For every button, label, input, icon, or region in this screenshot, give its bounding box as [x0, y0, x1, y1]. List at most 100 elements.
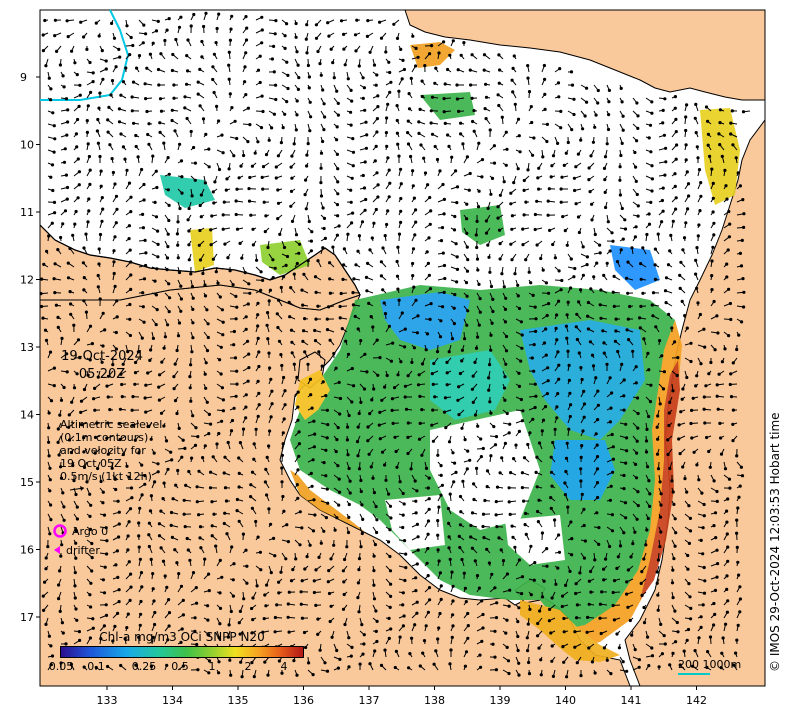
velocity-arrowhead [244, 405, 248, 409]
velocity-arrowhead [212, 201, 216, 205]
velocity-arrowhead [203, 283, 207, 287]
velocity-arrowhead [594, 113, 598, 117]
velocity-arrowhead [100, 49, 104, 53]
velocity-arrowhead [212, 512, 216, 516]
velocity-arrowhead [264, 214, 268, 218]
velocity-arrowhead [273, 630, 277, 634]
velocity-arrowhead [99, 637, 103, 641]
velocity-arrowhead [385, 373, 389, 378]
velocity-arrowhead [314, 568, 318, 572]
velocity-arrowhead [547, 187, 551, 191]
velocity-arrowhead [248, 291, 252, 295]
velocity-arrowhead [303, 317, 307, 321]
velocity-arrowhead [96, 273, 100, 278]
velocity-arrowhead [494, 616, 499, 620]
velocity-arrowhead [97, 247, 101, 251]
velocity-arrowhead [685, 490, 689, 494]
velocity-arrowhead [478, 310, 482, 314]
velocity-arrowhead [357, 610, 361, 614]
velocity-arrowhead [256, 313, 260, 317]
velocity-arrowhead [44, 556, 48, 560]
velocity-arrowhead [98, 154, 102, 159]
velocity-arrowhead [253, 151, 257, 155]
velocity-arrowhead [555, 416, 559, 420]
velocity-arrowhead [626, 317, 630, 321]
velocity-arrowhead [634, 365, 638, 369]
velocity-arrowhead [563, 229, 567, 233]
velocity-arrowhead [351, 137, 355, 141]
velocity-arrowhead [129, 260, 133, 264]
velocity-arrowhead [115, 207, 119, 211]
velocity-arrowhead [596, 403, 601, 407]
velocity-arrowhead [368, 248, 372, 252]
velocity-arrowhead [681, 387, 685, 391]
velocity-arrowhead [480, 599, 484, 603]
velocity-arrowhead [82, 436, 86, 440]
velocity-arrowhead [464, 281, 469, 285]
velocity-arrowhead [383, 312, 388, 316]
velocity-arrowhead [301, 303, 305, 307]
velocity-arrowhead [426, 532, 430, 536]
velocity-arrowhead [488, 128, 492, 132]
velocity-arrowhead [70, 400, 74, 404]
velocity-arrowhead [166, 156, 170, 160]
velocity-arrowhead [139, 612, 143, 616]
velocity-arrowhead [447, 546, 451, 550]
velocity-arrowhead [101, 207, 105, 211]
velocity-arrowhead [82, 288, 86, 292]
velocity-arrowhead [187, 243, 191, 247]
velocity-arrowhead [76, 117, 80, 122]
velocity-arrowhead [287, 590, 291, 594]
velocity-arrowhead [442, 40, 446, 44]
velocity-arrowhead [170, 118, 174, 123]
velocity-arrowhead [525, 636, 529, 640]
velocity-arrowhead [582, 556, 587, 560]
velocity-arrowhead [223, 511, 227, 515]
velocity-arrowhead [111, 170, 116, 175]
velocity-arrowhead [170, 68, 174, 73]
velocity-arrowhead [226, 635, 230, 639]
velocity-arrowhead [282, 275, 286, 279]
velocity-arrowhead [229, 609, 233, 614]
velocity-arrowhead [676, 630, 680, 634]
velocity-arrowhead [401, 58, 405, 63]
velocity-arrowhead [53, 18, 58, 22]
velocity-arrowhead [320, 364, 324, 368]
velocity-arrowhead [439, 319, 443, 323]
velocity-arrowhead [437, 626, 441, 630]
velocity-arrowhead [608, 249, 612, 253]
velocity-arrowhead [229, 27, 233, 31]
velocity-arrowhead [648, 492, 652, 496]
velocity-arrowhead [296, 63, 300, 67]
velocity-arrowhead [261, 278, 265, 282]
velocity-arrowhead [519, 397, 524, 402]
velocity-arrowhead [576, 215, 581, 219]
velocity-arrowhead [235, 369, 239, 373]
velocity-arrowhead [570, 128, 574, 132]
velocity-arrowhead [88, 60, 92, 65]
velocity-arrowhead [680, 299, 684, 303]
velocity-arrowhead [487, 388, 491, 392]
velocity-arrowhead [427, 586, 432, 590]
velocity-arrowhead [639, 277, 643, 281]
velocity-arrowhead [324, 448, 328, 452]
velocity-arrowhead [610, 513, 615, 517]
velocity-arrowhead [711, 181, 715, 185]
velocity-arrowhead [245, 26, 249, 30]
velocity-arrowhead [647, 479, 651, 483]
velocity-arrowhead [153, 200, 157, 204]
velocity-arrowhead [447, 440, 452, 444]
velocity-arrowhead [562, 163, 566, 167]
velocity-arrowhead [133, 371, 138, 375]
velocity-arrowhead [650, 164, 654, 168]
velocity-arrowhead [385, 144, 389, 148]
velocity-arrowhead [372, 387, 376, 391]
velocity-arrowhead [110, 466, 114, 470]
velocity-arrowhead [332, 543, 336, 547]
velocity-arrowhead [373, 159, 377, 163]
velocity-arrowhead [87, 209, 91, 213]
velocity-arrowhead [648, 400, 653, 404]
velocity-arrowhead [186, 218, 190, 222]
velocity-arrowhead [237, 471, 241, 475]
